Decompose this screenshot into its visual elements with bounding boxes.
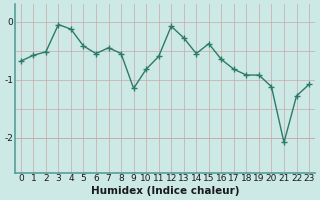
- X-axis label: Humidex (Indice chaleur): Humidex (Indice chaleur): [91, 186, 239, 196]
